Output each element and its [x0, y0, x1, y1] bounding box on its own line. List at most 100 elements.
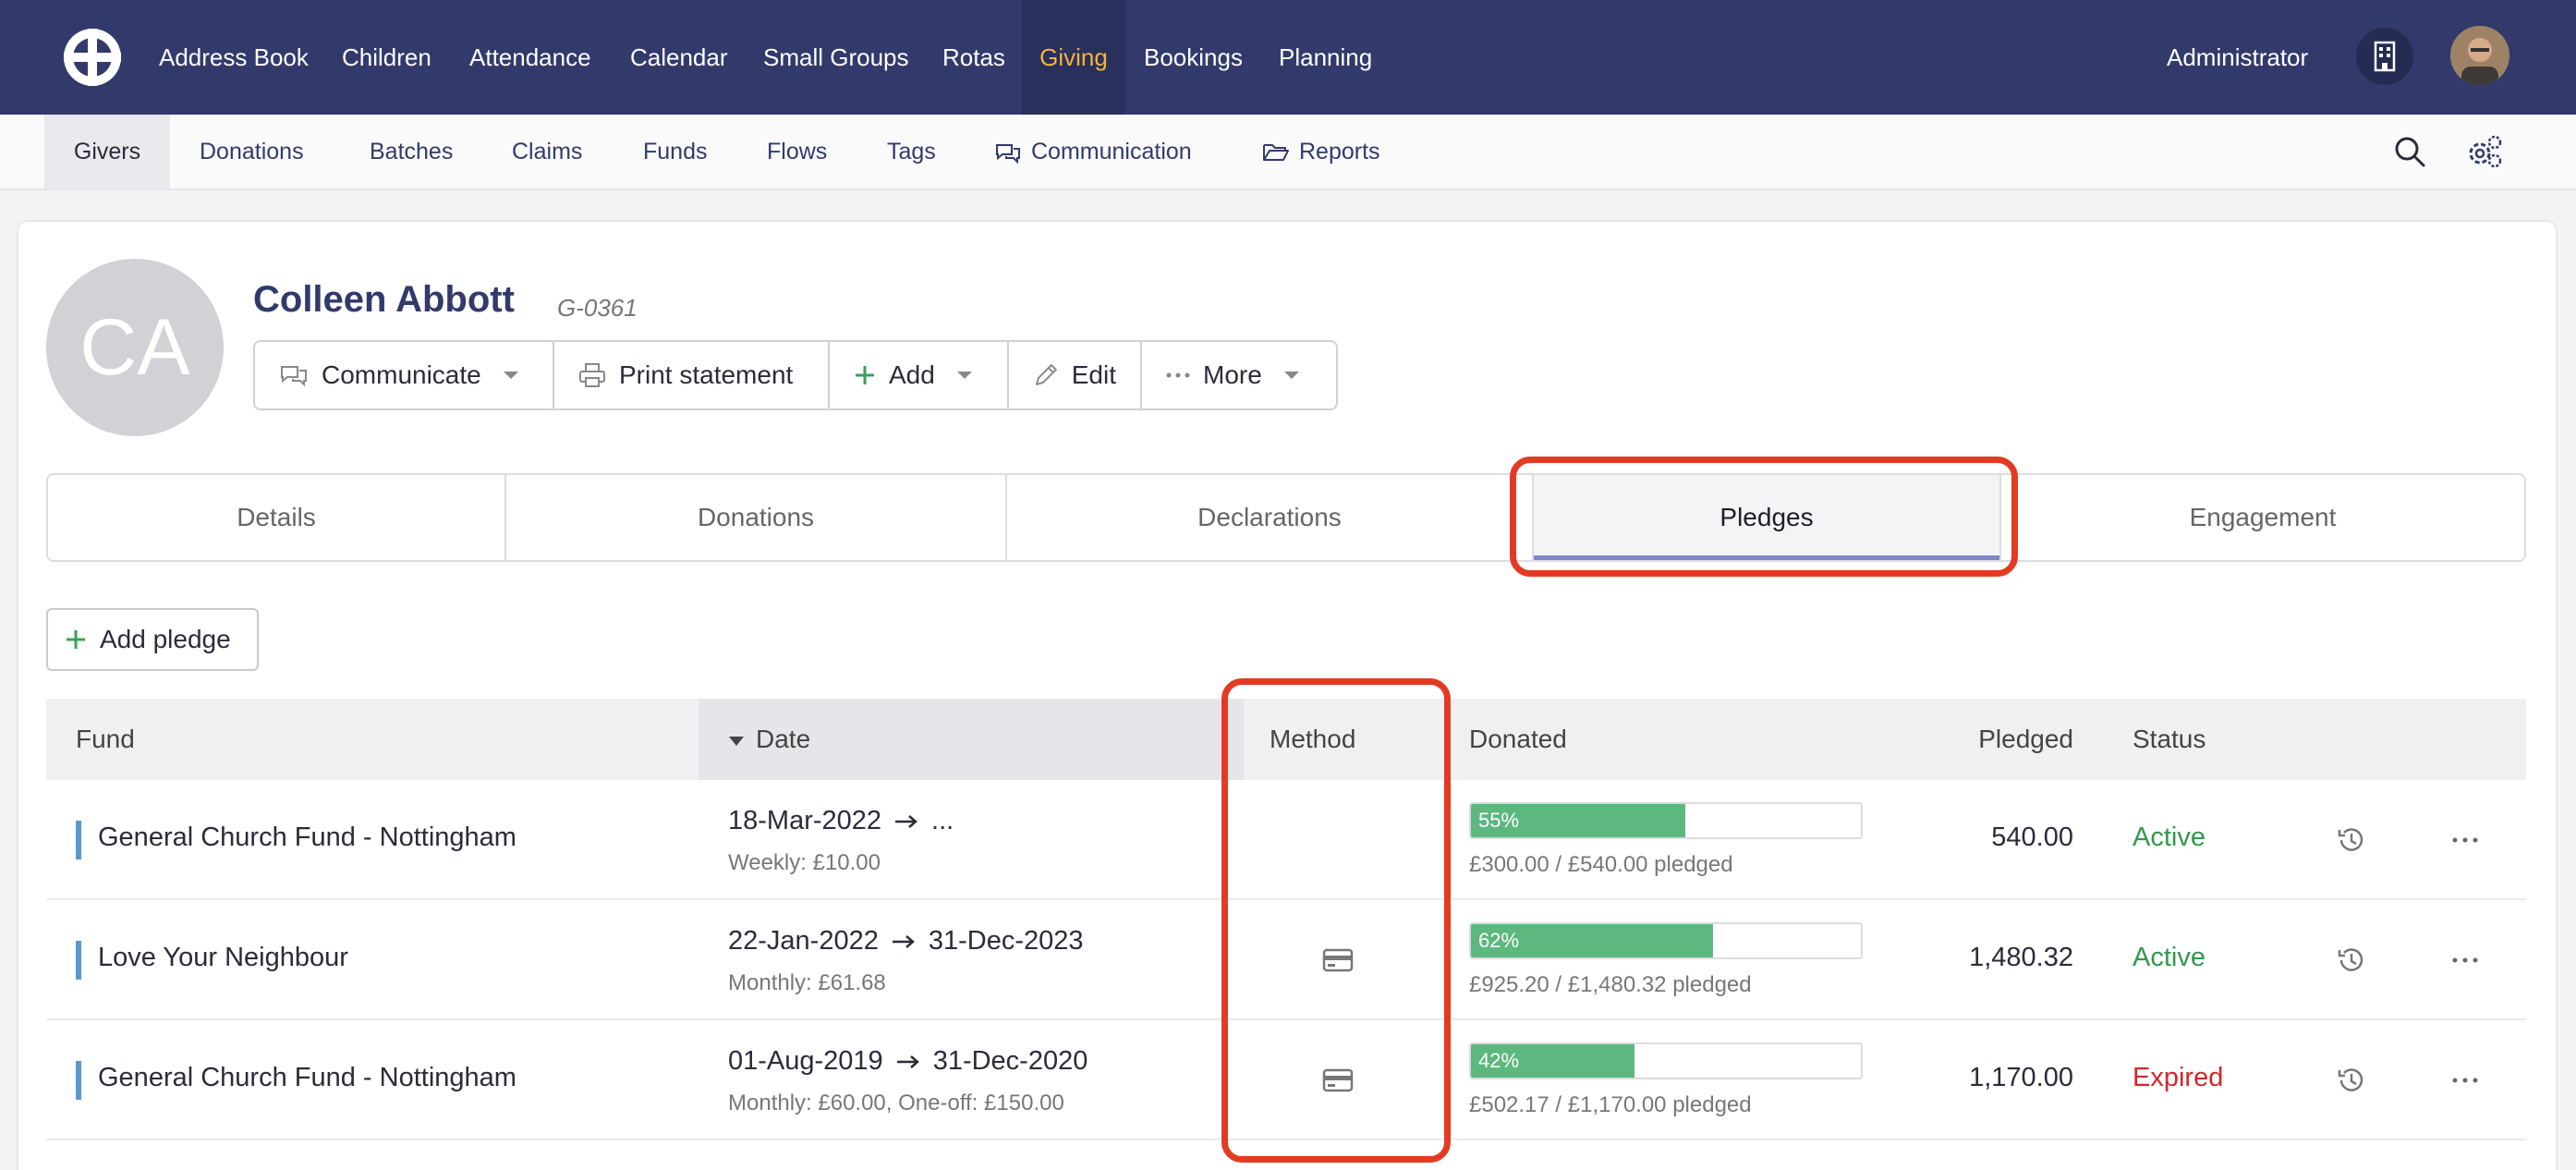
tab-donations[interactable]: Donations: [506, 475, 1007, 560]
communicate-label: Communicate: [322, 360, 481, 389]
edit-button[interactable]: Edit: [1009, 342, 1142, 408]
sub-navigation: Givers Donations Batches Claims Funds Fl…: [0, 115, 2576, 190]
donated-progress-bar: 55%: [1469, 802, 1863, 839]
column-fund[interactable]: Fund: [76, 725, 135, 753]
plus-icon: [67, 630, 85, 649]
date-sort-highlight: [699, 699, 1244, 780]
subnav-claims[interactable]: Claims: [512, 139, 583, 165]
subnav-givers[interactable]: Givers: [44, 115, 170, 189]
search-icon[interactable]: [2393, 135, 2426, 168]
nav-calendar[interactable]: Calendar: [630, 43, 728, 71]
fund-name[interactable]: Love Your Neighbour: [98, 943, 348, 972]
plus-icon: [856, 366, 874, 384]
chat-icon: [996, 144, 1020, 165]
row-menu-icon[interactable]: [2450, 948, 2480, 972]
nav-children[interactable]: Children: [342, 43, 431, 71]
add-pledge-label: Add pledge: [100, 625, 231, 653]
table-row[interactable]: Love Your Neighbour 22-Jan-2022 31-Dec-202…: [46, 900, 2526, 1020]
giver-actions: Communicate Print statement Add Edit Mor…: [253, 340, 1338, 410]
nav-planning[interactable]: Planning: [1279, 43, 1373, 71]
chat-icon: [281, 366, 307, 387]
print-statement-button[interactable]: Print statement: [554, 342, 830, 408]
pledge-status: Expired: [2132, 1063, 2224, 1092]
print-statement-label: Print statement: [619, 360, 794, 389]
row-menu-icon[interactable]: [2450, 1068, 2480, 1092]
start-date: 18-Mar-2022: [728, 806, 882, 835]
history-icon[interactable]: [2336, 1065, 2367, 1096]
donated-progress-bar: 42%: [1469, 1042, 1863, 1079]
subnav-communication-label: Communication: [1031, 139, 1192, 165]
pledge-status: Active: [2132, 943, 2205, 972]
settings-gear-icon[interactable]: [2465, 133, 2504, 170]
history-icon[interactable]: [2336, 945, 2367, 976]
logo-icon[interactable]: [61, 26, 124, 89]
subnav-donations[interactable]: Donations: [200, 139, 304, 165]
user-avatar[interactable]: [2450, 26, 2509, 85]
subnav-tags[interactable]: Tags: [887, 139, 936, 165]
more-label: More: [1203, 360, 1262, 389]
pledge-dates: 18-Mar-2022...: [728, 806, 954, 836]
nav-bookings[interactable]: Bookings: [1144, 43, 1243, 71]
nav-small-groups[interactable]: Small Groups: [763, 43, 909, 71]
giver-avatar: CA: [46, 259, 224, 436]
row-menu-icon[interactable]: [2450, 828, 2480, 852]
chevron-down-icon: [1283, 372, 1299, 379]
nav-giving[interactable]: Giving: [1022, 0, 1125, 115]
fund-color-bar: [76, 941, 81, 980]
pledge-dates: 01-Aug-2019 31-Dec-2020: [728, 1046, 1088, 1077]
arrow-right-icon: [892, 935, 915, 949]
folder-open-icon: [1263, 144, 1289, 162]
nav-rotas[interactable]: Rotas: [942, 43, 1005, 71]
user-name[interactable]: Administrator: [2167, 43, 2309, 71]
giver-tabs: Details Donations Declarations Pledges E…: [46, 473, 2526, 562]
fund-color-bar: [76, 1061, 81, 1100]
payment-method: [1322, 1066, 1354, 1094]
column-date[interactable]: Date: [728, 699, 810, 780]
edit-label: Edit: [1071, 360, 1116, 389]
pledged-amount: 1,170.00: [1969, 1063, 2073, 1092]
subnav-reports[interactable]: Reports: [1262, 115, 1380, 189]
history-icon[interactable]: [2336, 824, 2367, 856]
end-date: 31-Dec-2020: [932, 1046, 1088, 1076]
pledge-frequency: Monthly: £60.00, One-off: £150.00: [728, 1091, 1064, 1115]
nav-address-book[interactable]: Address Book: [159, 43, 309, 71]
user-photo-icon: [2450, 26, 2509, 85]
printer-icon: [579, 363, 605, 387]
fund-name[interactable]: General Church Fund - Nottingham: [98, 823, 516, 852]
add-label: Add: [889, 360, 935, 389]
donated-progress-bar: 62%: [1469, 922, 1863, 959]
top-navigation: Address Book Children Attendance Calenda…: [0, 0, 2576, 115]
progress-fill: 42%: [1471, 1044, 1635, 1078]
add-button[interactable]: Add: [830, 342, 1009, 408]
tab-engagement[interactable]: Engagement: [2189, 503, 2337, 531]
end-date: 31-Dec-2023: [928, 926, 1084, 956]
subnav-flows[interactable]: Flows: [767, 139, 828, 165]
column-status[interactable]: Status: [2132, 725, 2206, 753]
organisation-button[interactable]: [2356, 28, 2413, 85]
fund-name[interactable]: General Church Fund - Nottingham: [98, 1063, 516, 1092]
sort-desc-icon: [729, 736, 744, 746]
subnav-funds[interactable]: Funds: [643, 139, 708, 165]
subnav-batches[interactable]: Batches: [370, 139, 454, 165]
pledge-frequency: Weekly: £10.00: [728, 850, 881, 875]
more-button[interactable]: More: [1142, 342, 1336, 408]
tab-pledges[interactable]: Pledges: [1534, 475, 2001, 560]
fund-color-bar: [76, 821, 81, 859]
pencil-icon: [1035, 364, 1057, 385]
donated-amount: £502.17 / £1,170.00 pledged: [1469, 1092, 1752, 1117]
start-date: 22-Jan-2022: [728, 926, 879, 956]
start-date: 01-Aug-2019: [728, 1046, 883, 1076]
tab-details[interactable]: Details: [48, 475, 506, 560]
tab-declarations[interactable]: Declarations: [1007, 475, 1534, 560]
column-donated[interactable]: Donated: [1469, 725, 1567, 753]
nav-attendance[interactable]: Attendance: [469, 43, 591, 71]
table-row[interactable]: General Church Fund - Nottingham 18-Mar-2…: [46, 780, 2526, 900]
add-pledge-button[interactable]: Add pledge: [46, 608, 259, 671]
table-row[interactable]: General Church Fund - Nottingham 01-Aug-2…: [46, 1020, 2526, 1140]
column-method[interactable]: Method: [1270, 725, 1356, 753]
end-date: ...: [931, 806, 954, 835]
subnav-communication[interactable]: Communication: [994, 115, 1192, 189]
communicate-button[interactable]: Communicate: [255, 342, 554, 408]
ellipsis-icon: [1166, 372, 1190, 378]
column-pledged[interactable]: Pledged: [1978, 725, 2073, 753]
